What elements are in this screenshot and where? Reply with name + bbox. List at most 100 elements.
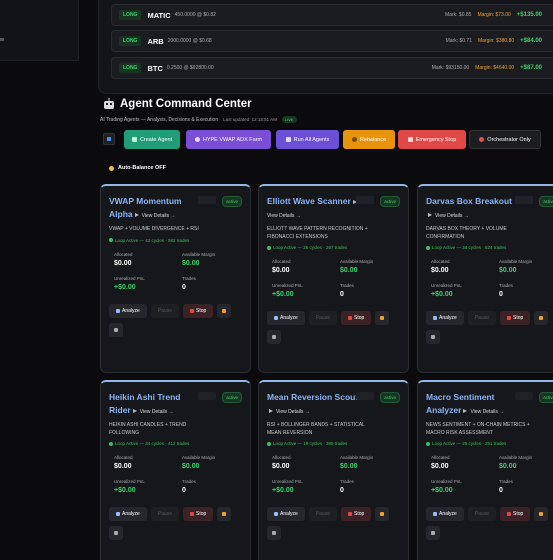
analyze-button[interactable]: Analyze bbox=[267, 311, 305, 325]
pnl: +$87.00 bbox=[520, 65, 542, 71]
expand-icon[interactable] bbox=[352, 200, 357, 204]
stat: Available Margin $0.00 bbox=[340, 259, 400, 274]
edit-button[interactable] bbox=[356, 392, 374, 400]
stop-button[interactable]: Stop bbox=[340, 507, 372, 521]
stop-button[interactable]: Stop bbox=[182, 507, 214, 521]
agent-name: Heikin Ashi Trend Rider bbox=[109, 392, 181, 415]
boost-button[interactable] bbox=[375, 311, 390, 325]
delete-button[interactable] bbox=[109, 526, 123, 540]
button-label: Analyze bbox=[280, 315, 298, 321]
stat: Trades 0 bbox=[340, 479, 400, 494]
loop-text: Loop Active — 26 cycles · 267 trades bbox=[273, 245, 348, 250]
edit-button[interactable] bbox=[198, 392, 216, 400]
stat-label: Trades bbox=[182, 275, 196, 281]
select-all[interactable] bbox=[103, 133, 115, 145]
boost-button[interactable] bbox=[217, 507, 232, 521]
stat-label: Trades bbox=[340, 283, 354, 288]
position-size: 2000.0000 @ $0.68 bbox=[167, 38, 212, 44]
analyze-button[interactable]: Analyze bbox=[267, 507, 305, 521]
loop-status: Loop Active — 42 cycles · 582 trades bbox=[109, 238, 242, 243]
agent-card: active Heikin Ashi Trend Rider View Detail… bbox=[100, 380, 251, 560]
stats: Allocated $0.00 Available Margin $0.00 Unrea… bbox=[109, 455, 242, 494]
expand-icon[interactable] bbox=[269, 409, 273, 413]
icon bbox=[222, 308, 227, 313]
stat-value: $0.00 bbox=[499, 463, 517, 470]
run-all-button[interactable]: Run All Agents bbox=[276, 130, 339, 149]
analyze-button[interactable]: Analyze bbox=[426, 311, 464, 325]
delete-button[interactable] bbox=[267, 526, 281, 540]
stat-value: +$0.00 bbox=[272, 291, 294, 298]
position-metrics: Mark: $0.71 Margin: $380.80 +$84.00 bbox=[446, 38, 553, 44]
delete-button[interactable] bbox=[267, 330, 281, 344]
edit-button[interactable] bbox=[198, 196, 216, 204]
view-details-link[interactable]: View Details → bbox=[141, 213, 176, 219]
analyze-button[interactable]: Analyze bbox=[109, 507, 147, 521]
pause-button[interactable]: Pause bbox=[150, 303, 179, 318]
boost-button[interactable] bbox=[375, 507, 390, 521]
stop-button[interactable]: Stop bbox=[182, 303, 214, 318]
analyze-button[interactable]: Analyze bbox=[109, 303, 147, 318]
auto-balance-toggle[interactable]: Auto-Balance OFF bbox=[109, 165, 166, 171]
button-label: Pause bbox=[474, 315, 489, 321]
orchestrator-button[interactable]: Orchestrator Only bbox=[469, 130, 541, 149]
stats: Allocated $0.00 Available Margin $0.00 Unrea… bbox=[267, 259, 400, 298]
farm-button[interactable]: HYPE VWAP ADX Farm bbox=[186, 130, 271, 149]
view-details-link[interactable]: View Details → bbox=[435, 213, 469, 219]
actions-2 bbox=[426, 526, 553, 540]
button-label: Pause bbox=[315, 315, 330, 321]
pnl: +$84.00 bbox=[520, 38, 542, 44]
icon bbox=[116, 308, 120, 313]
expand-icon[interactable] bbox=[428, 213, 432, 217]
pause-button[interactable]: Pause bbox=[467, 507, 496, 521]
create-agent-button[interactable]: Create Agent bbox=[124, 130, 180, 149]
pause-button[interactable]: Pause bbox=[308, 311, 337, 325]
stop-button[interactable]: Stop bbox=[499, 311, 531, 325]
icon bbox=[433, 512, 437, 516]
boost-button[interactable] bbox=[534, 507, 549, 521]
status-badge: active bbox=[380, 392, 400, 403]
edit-button[interactable] bbox=[356, 196, 374, 204]
strategy: ELLIOTT WAVE PATTERN RECOGNITION + FIBON… bbox=[267, 226, 368, 240]
stat: Allocated $0.00 bbox=[114, 455, 182, 470]
icon bbox=[539, 316, 544, 320]
stat-value: 0 bbox=[182, 283, 186, 291]
edit-button[interactable] bbox=[515, 392, 533, 400]
stat: Unrealized PnL +$0.00 bbox=[114, 479, 182, 494]
icon bbox=[274, 512, 278, 516]
view-details-link[interactable]: View Details → bbox=[267, 213, 301, 219]
view-details-link[interactable]: View Details → bbox=[470, 409, 505, 415]
pause-button[interactable]: Pause bbox=[308, 507, 337, 521]
side-badge: LONG bbox=[119, 36, 142, 46]
button-label: Pause bbox=[474, 511, 489, 517]
stop-button[interactable]: Stop bbox=[340, 311, 372, 325]
icon bbox=[506, 512, 511, 516]
boost-button[interactable] bbox=[534, 311, 549, 325]
expand-icon[interactable] bbox=[132, 409, 137, 413]
delete-button[interactable] bbox=[426, 330, 440, 344]
stat-value: +$0.00 bbox=[431, 487, 453, 494]
stat-value: 0 bbox=[182, 487, 186, 494]
loop-text: Loop Active — 42 cycles · 582 trades bbox=[115, 237, 190, 243]
delete-button[interactable] bbox=[109, 322, 123, 337]
stat: Available Margin $0.00 bbox=[499, 259, 553, 274]
stat-value: $0.00 bbox=[431, 463, 449, 470]
agent-name: Mean Reversion Scout bbox=[267, 392, 359, 402]
rebalance-button[interactable]: Rebalance bbox=[343, 130, 395, 149]
view-details-link[interactable]: View Details → bbox=[276, 409, 310, 415]
view-details-link[interactable]: View Details → bbox=[139, 409, 174, 415]
delete-button[interactable] bbox=[426, 526, 440, 540]
pause-button[interactable]: Pause bbox=[150, 507, 179, 521]
stop-button[interactable]: Stop bbox=[499, 507, 531, 521]
icon bbox=[274, 316, 278, 320]
edit-button[interactable] bbox=[515, 196, 533, 204]
expand-icon[interactable] bbox=[134, 213, 139, 217]
pause-button[interactable]: Pause bbox=[467, 311, 496, 325]
agent-name-block: Elliott Wave Scanner View Details → bbox=[267, 195, 361, 223]
position-size: 0.2500 @ $92800.00 bbox=[166, 65, 214, 71]
analyze-button[interactable]: Analyze bbox=[426, 507, 464, 521]
boost-button[interactable] bbox=[217, 303, 232, 318]
emergency-stop-button[interactable]: Emergency Stop bbox=[398, 130, 466, 149]
side-badge: LONG bbox=[119, 10, 142, 20]
stat: Allocated $0.00 bbox=[272, 259, 340, 274]
expand-icon[interactable] bbox=[463, 409, 468, 413]
